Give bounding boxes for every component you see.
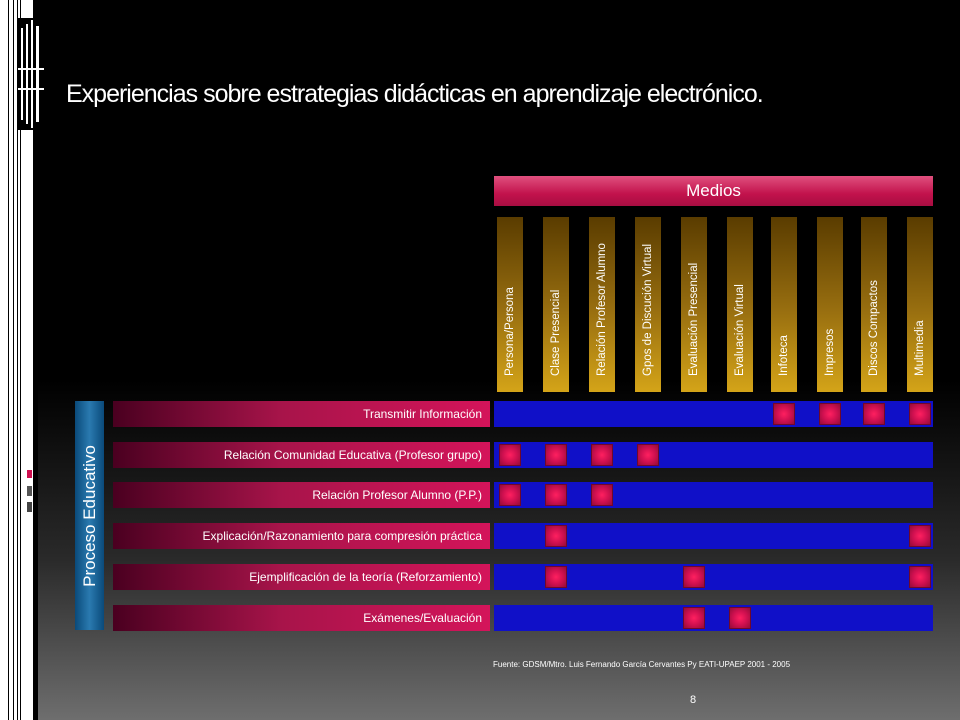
slide-title: Experiencias sobre estrategias didáctica… [66,80,764,108]
marked-cell [683,566,705,588]
medios-column: Impresos [817,217,843,392]
medios-column: Infoteca [771,217,797,392]
row-bar [494,564,933,590]
corner-grid-decoration [18,18,44,130]
marked-cell [545,566,567,588]
row-bar [494,482,933,508]
row-label: Explicación/Razonamiento para compresión… [113,523,490,549]
marked-cell [863,403,885,425]
row-bar [494,401,933,427]
row-label: Exámenes/Evaluación [113,605,490,631]
medios-column-label: Infoteca [778,335,790,376]
medios-column-label: Multimedia [914,320,926,376]
marked-cell [773,403,795,425]
medios-column: Persona/Persona [497,217,523,392]
marked-cell [909,525,931,547]
source-note: Fuente: GDSM/Mtro. Luis Fernando García … [493,660,791,669]
row-label: Relación Profesor Alumno (P.P.) [113,482,490,508]
medios-header: Medios [494,176,933,206]
medios-column: Relación Profesor Alumno [589,217,615,392]
medios-column-label: Gpos de Discución Virtual [642,243,654,376]
medios-column: Evaluación Presencial [681,217,707,392]
marked-cell [545,525,567,547]
medios-column-label: Discos Compactos [868,280,880,376]
medios-column-label: Evaluación Presencial [688,262,700,376]
marked-cell [637,444,659,466]
marked-cell [545,444,567,466]
marked-cell [909,403,931,425]
marked-cell [499,484,521,506]
medios-column: Evaluación Virtual [727,217,753,392]
marked-cell [819,403,841,425]
marked-cell [591,484,613,506]
page-number: 8 [690,694,697,706]
row-bar [494,523,933,549]
row-bar [494,605,933,631]
proceso-educativo-label: Proceso Educativo [79,444,99,587]
medios-column-label: Impresos [824,328,836,376]
row-bar [494,442,933,468]
row-label: Relación Comunidad Educativa (Profesor g… [113,442,490,468]
row-label: Transmitir Información [113,401,490,427]
marked-cell [683,607,705,629]
medios-column-label: Clase Presencial [550,289,562,376]
medios-column-label: Relación Profesor Alumno [596,243,608,376]
medios-column-label: Evaluación Virtual [734,284,746,376]
marked-cell [591,444,613,466]
marked-cell [909,566,931,588]
medios-column: Multimedia [907,217,933,392]
proceso-educativo-bar: Proceso Educativo [75,401,104,630]
medios-column: Gpos de Discución Virtual [635,217,661,392]
marked-cell [499,444,521,466]
medios-column: Discos Compactos [861,217,887,392]
marked-cell [729,607,751,629]
medios-column-label: Persona/Persona [504,287,516,376]
medios-column: Clase Presencial [543,217,569,392]
row-label: Ejemplificación de la teoría (Reforzamie… [113,564,490,590]
marked-cell [545,484,567,506]
